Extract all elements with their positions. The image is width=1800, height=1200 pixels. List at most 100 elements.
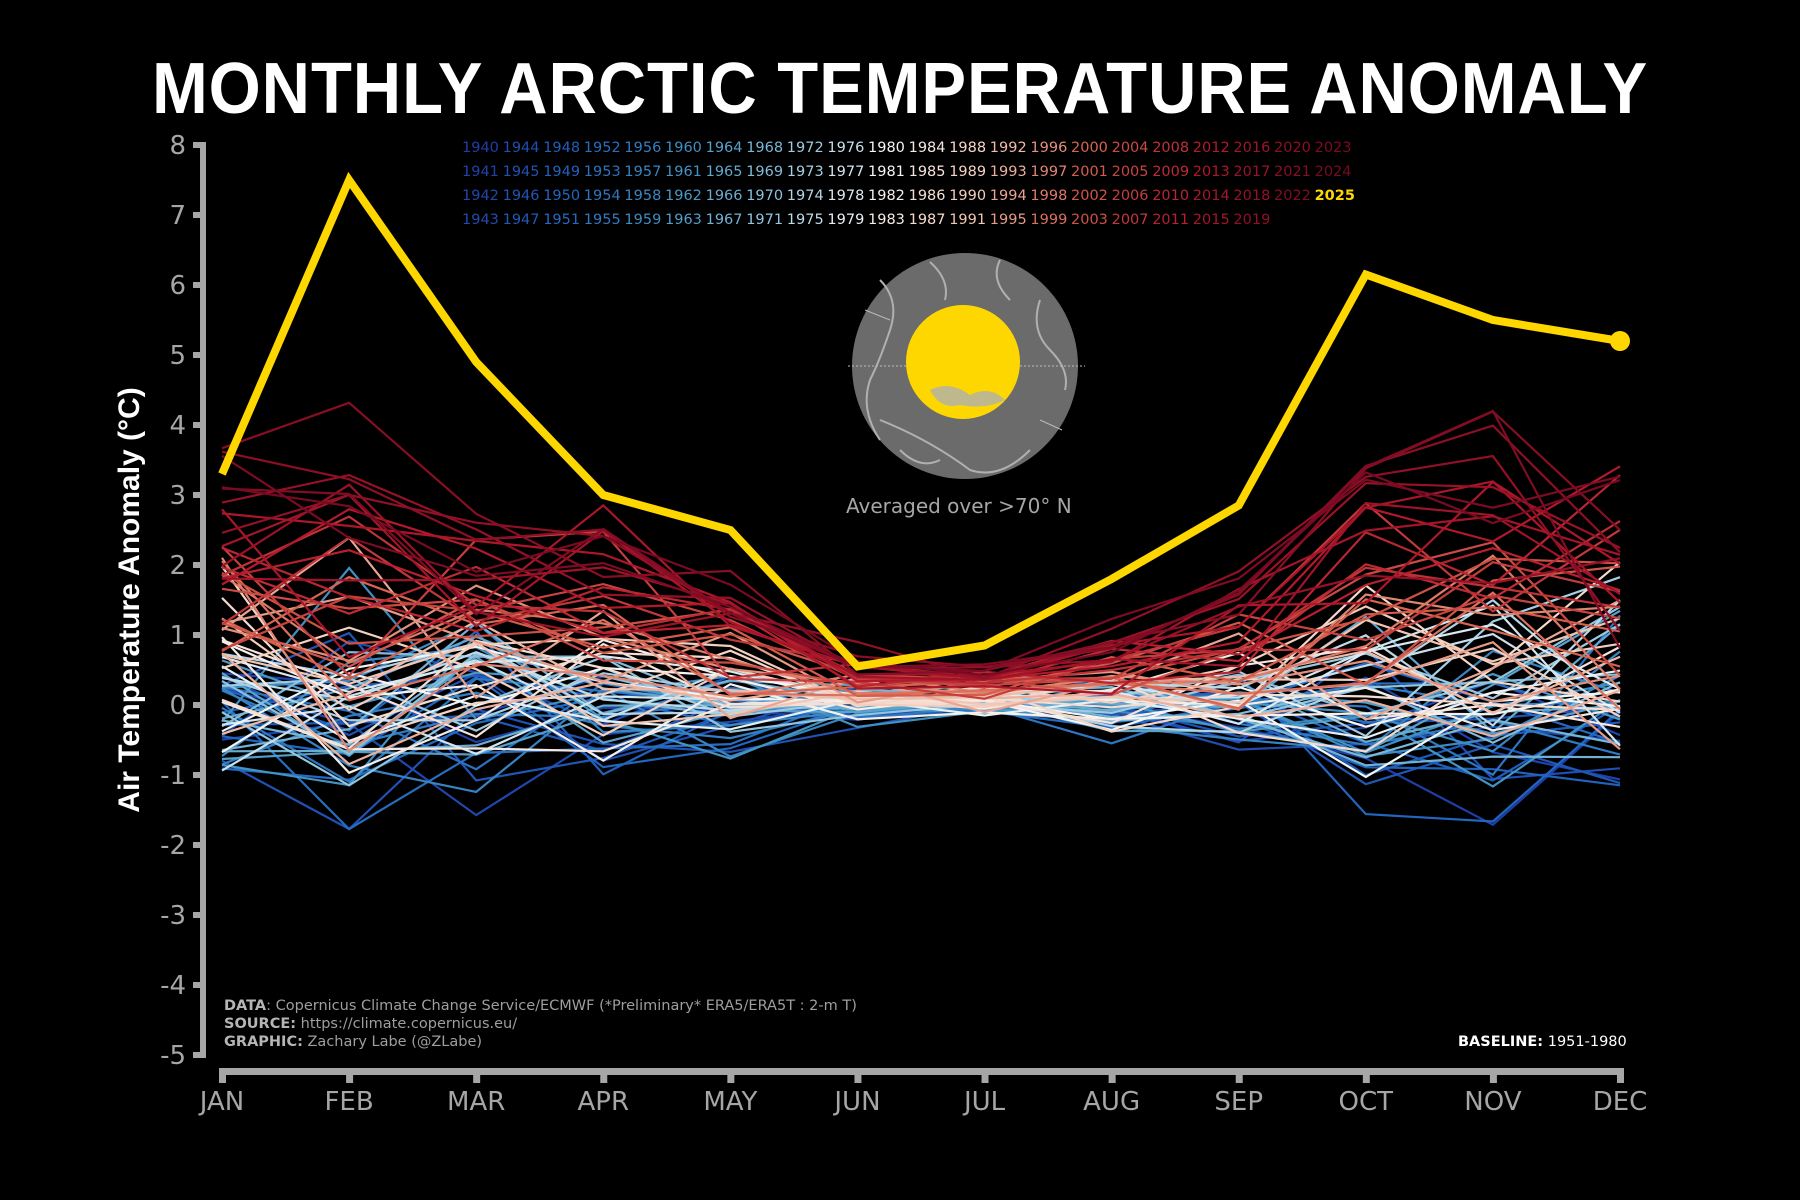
- y-tick: [193, 212, 203, 218]
- legend-year-2015: 2015: [1193, 212, 1230, 228]
- legend-year-1956: 1956: [624, 140, 661, 156]
- legend-year-1955: 1955: [584, 212, 621, 228]
- legend-year-1953: 1953: [584, 164, 621, 180]
- y-tick-label: 3: [169, 481, 186, 511]
- x-tick-label-nov: NOV: [1464, 1087, 1521, 1117]
- series-line-2005: [221, 582, 1621, 687]
- x-tick: [473, 1068, 481, 1083]
- x-tick-label-may: MAY: [703, 1087, 757, 1117]
- map-gridline: [1039, 419, 1063, 431]
- legend-year-1994: 1994: [990, 188, 1027, 204]
- legend-year-1948: 1948: [543, 140, 580, 156]
- map-coastlines: [865, 259, 1067, 474]
- legend-year-1966: 1966: [706, 188, 743, 204]
- legend-year-1971: 1971: [746, 212, 783, 228]
- legend-year-2006: 2006: [1112, 188, 1149, 204]
- x-tick: [600, 1068, 608, 1083]
- legend-year-2025: 2025: [1315, 188, 1355, 204]
- y-tick-label: 5: [169, 341, 186, 371]
- x-tick: [1108, 1068, 1116, 1083]
- credit-graphic-label: GRAPHIC:: [224, 1034, 303, 1050]
- x-tick: [219, 1068, 226, 1083]
- y-tick: [193, 772, 203, 778]
- legend-year-2018: 2018: [1233, 188, 1270, 204]
- legend-year-1983: 1983: [868, 212, 905, 228]
- legend-year-1965: 1965: [706, 164, 743, 180]
- x-tick-label-oct: OCT: [1339, 1087, 1394, 1117]
- legend-year-1958: 1958: [624, 188, 661, 204]
- map-gridline: [864, 309, 891, 321]
- legend-year-2004: 2004: [1112, 140, 1149, 156]
- y-tick: [193, 632, 203, 638]
- legend-year-2017: 2017: [1233, 164, 1270, 180]
- series-line-2006: [221, 530, 1621, 700]
- series-line-2012: [221, 465, 1621, 683]
- credit-data-text: : Copernicus Climate Change Service/ECMW…: [266, 998, 857, 1014]
- series-line-1987: [221, 561, 1621, 753]
- y-tick-label: 0: [169, 691, 186, 721]
- legend-year-2024: 2024: [1315, 164, 1352, 180]
- legend-year-1999: 1999: [1030, 212, 1067, 228]
- y-tick-label: -4: [160, 971, 186, 1001]
- year-legend: 1940 1941 1942 1943 1944 1945 1946 1947 1948 1949…: [462, 140, 1355, 228]
- legend-year-2021: 2021: [1274, 164, 1311, 180]
- legend-year-1947: 1947: [503, 212, 540, 228]
- legend-year-2008: 2008: [1152, 140, 1189, 156]
- legend-year-1993: 1993: [990, 164, 1027, 180]
- legend-year-1997: 1997: [1030, 164, 1067, 180]
- legend-year-1979: 1979: [827, 212, 864, 228]
- legend-year-1969: 1969: [746, 164, 783, 180]
- legend-year-2009: 2009: [1152, 164, 1189, 180]
- legend-year-1962: 1962: [665, 188, 702, 204]
- legend-year-2001: 2001: [1071, 164, 1108, 180]
- legend-year-1960: 1960: [665, 140, 702, 156]
- y-tick-label: 8: [169, 131, 186, 161]
- series-line-2016: [221, 501, 1621, 682]
- highlight-series-group: [218, 171, 1630, 671]
- legend-year-1987: 1987: [909, 212, 946, 228]
- map-greenland-outline: [930, 386, 1005, 407]
- x-tick: [727, 1068, 735, 1083]
- y-tick: [193, 282, 203, 288]
- x-tick-label-aug: AUG: [1083, 1087, 1140, 1117]
- legend-year-2010: 2010: [1152, 188, 1189, 204]
- series-line-1992: [221, 619, 1621, 735]
- chart-title: MONTHLY ARCTIC TEMPERATURE ANOMALY: [151, 49, 1649, 129]
- y-tick-label: 1: [169, 621, 186, 651]
- credit-data-label: DATA: [224, 998, 267, 1014]
- y-tick: [193, 982, 203, 988]
- y-tick-label: -3: [160, 901, 186, 931]
- historical-series-group: [221, 401, 1621, 831]
- credit-graphic-text: Zachary Labe (@ZLabe): [302, 1034, 483, 1050]
- x-tick: [1617, 1068, 1624, 1083]
- legend-year-2005: 2005: [1112, 164, 1149, 180]
- legend-year-1975: 1975: [787, 212, 824, 228]
- y-axis-line: [200, 142, 206, 1058]
- legend-year-1952: 1952: [584, 140, 621, 156]
- x-tick: [1362, 1068, 1370, 1083]
- legend-year-1998: 1998: [1030, 188, 1067, 204]
- legend-year-1946: 1946: [503, 188, 540, 204]
- y-tick: [193, 1052, 203, 1058]
- series-line-2025: [218, 171, 1621, 671]
- legend-year-1977: 1977: [827, 164, 864, 180]
- series-line-2013: [221, 480, 1621, 695]
- x-tick-label-jun: JUN: [832, 1087, 880, 1117]
- legend-year-2007: 2007: [1112, 212, 1149, 228]
- x-tick: [854, 1068, 862, 1083]
- series-line-2019: [221, 454, 1621, 680]
- y-tick-label: 2: [169, 551, 186, 581]
- x-tick: [1489, 1068, 1497, 1083]
- y-tick-label: -5: [160, 1041, 186, 1071]
- legend-year-1972: 1972: [787, 140, 824, 156]
- legend-year-2003: 2003: [1071, 212, 1108, 228]
- legend-year-1945: 1945: [503, 164, 540, 180]
- series-line-2001: [221, 606, 1621, 698]
- legend-year-1943: 1943: [462, 212, 499, 228]
- legend-year-1944: 1944: [503, 140, 540, 156]
- y-tick: [193, 702, 203, 708]
- y-tick: [193, 492, 203, 498]
- x-axis-line: [219, 1068, 1623, 1075]
- legend-year-2014: 2014: [1193, 188, 1230, 204]
